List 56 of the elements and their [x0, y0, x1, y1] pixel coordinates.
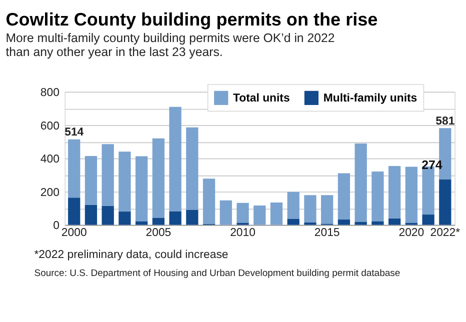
bar — [68, 139, 80, 198]
bar — [270, 202, 283, 225]
y-tick-label: 400 — [40, 154, 60, 166]
bar — [388, 218, 401, 225]
bar — [136, 221, 148, 225]
text: *2022 preliminary data, could increase — [34, 249, 228, 262]
bar — [169, 106, 182, 212]
bar — [118, 212, 131, 225]
y-tick-label: 600 — [40, 120, 60, 132]
bar — [220, 200, 232, 225]
bar — [354, 222, 367, 225]
x-tick-label: 2000 — [61, 226, 87, 239]
bar — [186, 127, 198, 210]
bar — [388, 166, 401, 218]
bar — [254, 206, 266, 225]
x-tick-label: 2005 — [146, 226, 172, 239]
bar — [321, 195, 334, 224]
bar — [102, 144, 114, 206]
bar — [152, 138, 165, 218]
bar — [136, 156, 148, 222]
chart-subtitle: More multi-family county building permits were OK’d in 2022 than any other year in the last 23 years. — [6, 30, 335, 60]
legend-label: Multi-family units — [323, 92, 418, 105]
bar — [102, 206, 114, 225]
bar — [405, 166, 418, 223]
total-label: 514 — [64, 126, 84, 139]
legend-label: Total units — [233, 92, 290, 105]
bar — [84, 204, 98, 225]
bar — [287, 218, 300, 225]
bar — [304, 222, 316, 225]
bar — [304, 195, 316, 222]
bar — [287, 192, 300, 219]
bar — [68, 198, 80, 225]
x-tick-label: 2020 — [398, 226, 424, 239]
bar — [84, 156, 98, 205]
total-label: 581 — [436, 115, 456, 128]
bar — [202, 178, 216, 224]
bar — [372, 171, 384, 222]
x-tick-label: 2010 — [230, 226, 256, 239]
y-tick-label: 200 — [40, 186, 60, 199]
x-tick-label: 2015 — [314, 226, 340, 239]
bar — [439, 179, 452, 225]
chart-title: Cowlitz County building permits on the rise — [6, 10, 378, 30]
bar — [236, 202, 249, 223]
y-tick-label: 0 — [53, 220, 60, 232]
source-note: Source: U.S. Department of Housing and Urban Development building permit database — [34, 268, 400, 280]
bar — [372, 221, 384, 225]
bar — [338, 173, 350, 220]
bar — [186, 210, 198, 225]
bar — [422, 214, 434, 225]
bar — [338, 220, 350, 225]
bar — [354, 143, 367, 222]
y-tick-label: 800 — [40, 87, 60, 99]
x-tick-label: 2022* — [430, 226, 461, 239]
bar — [118, 152, 131, 212]
bar — [169, 211, 182, 225]
bar — [152, 218, 165, 225]
